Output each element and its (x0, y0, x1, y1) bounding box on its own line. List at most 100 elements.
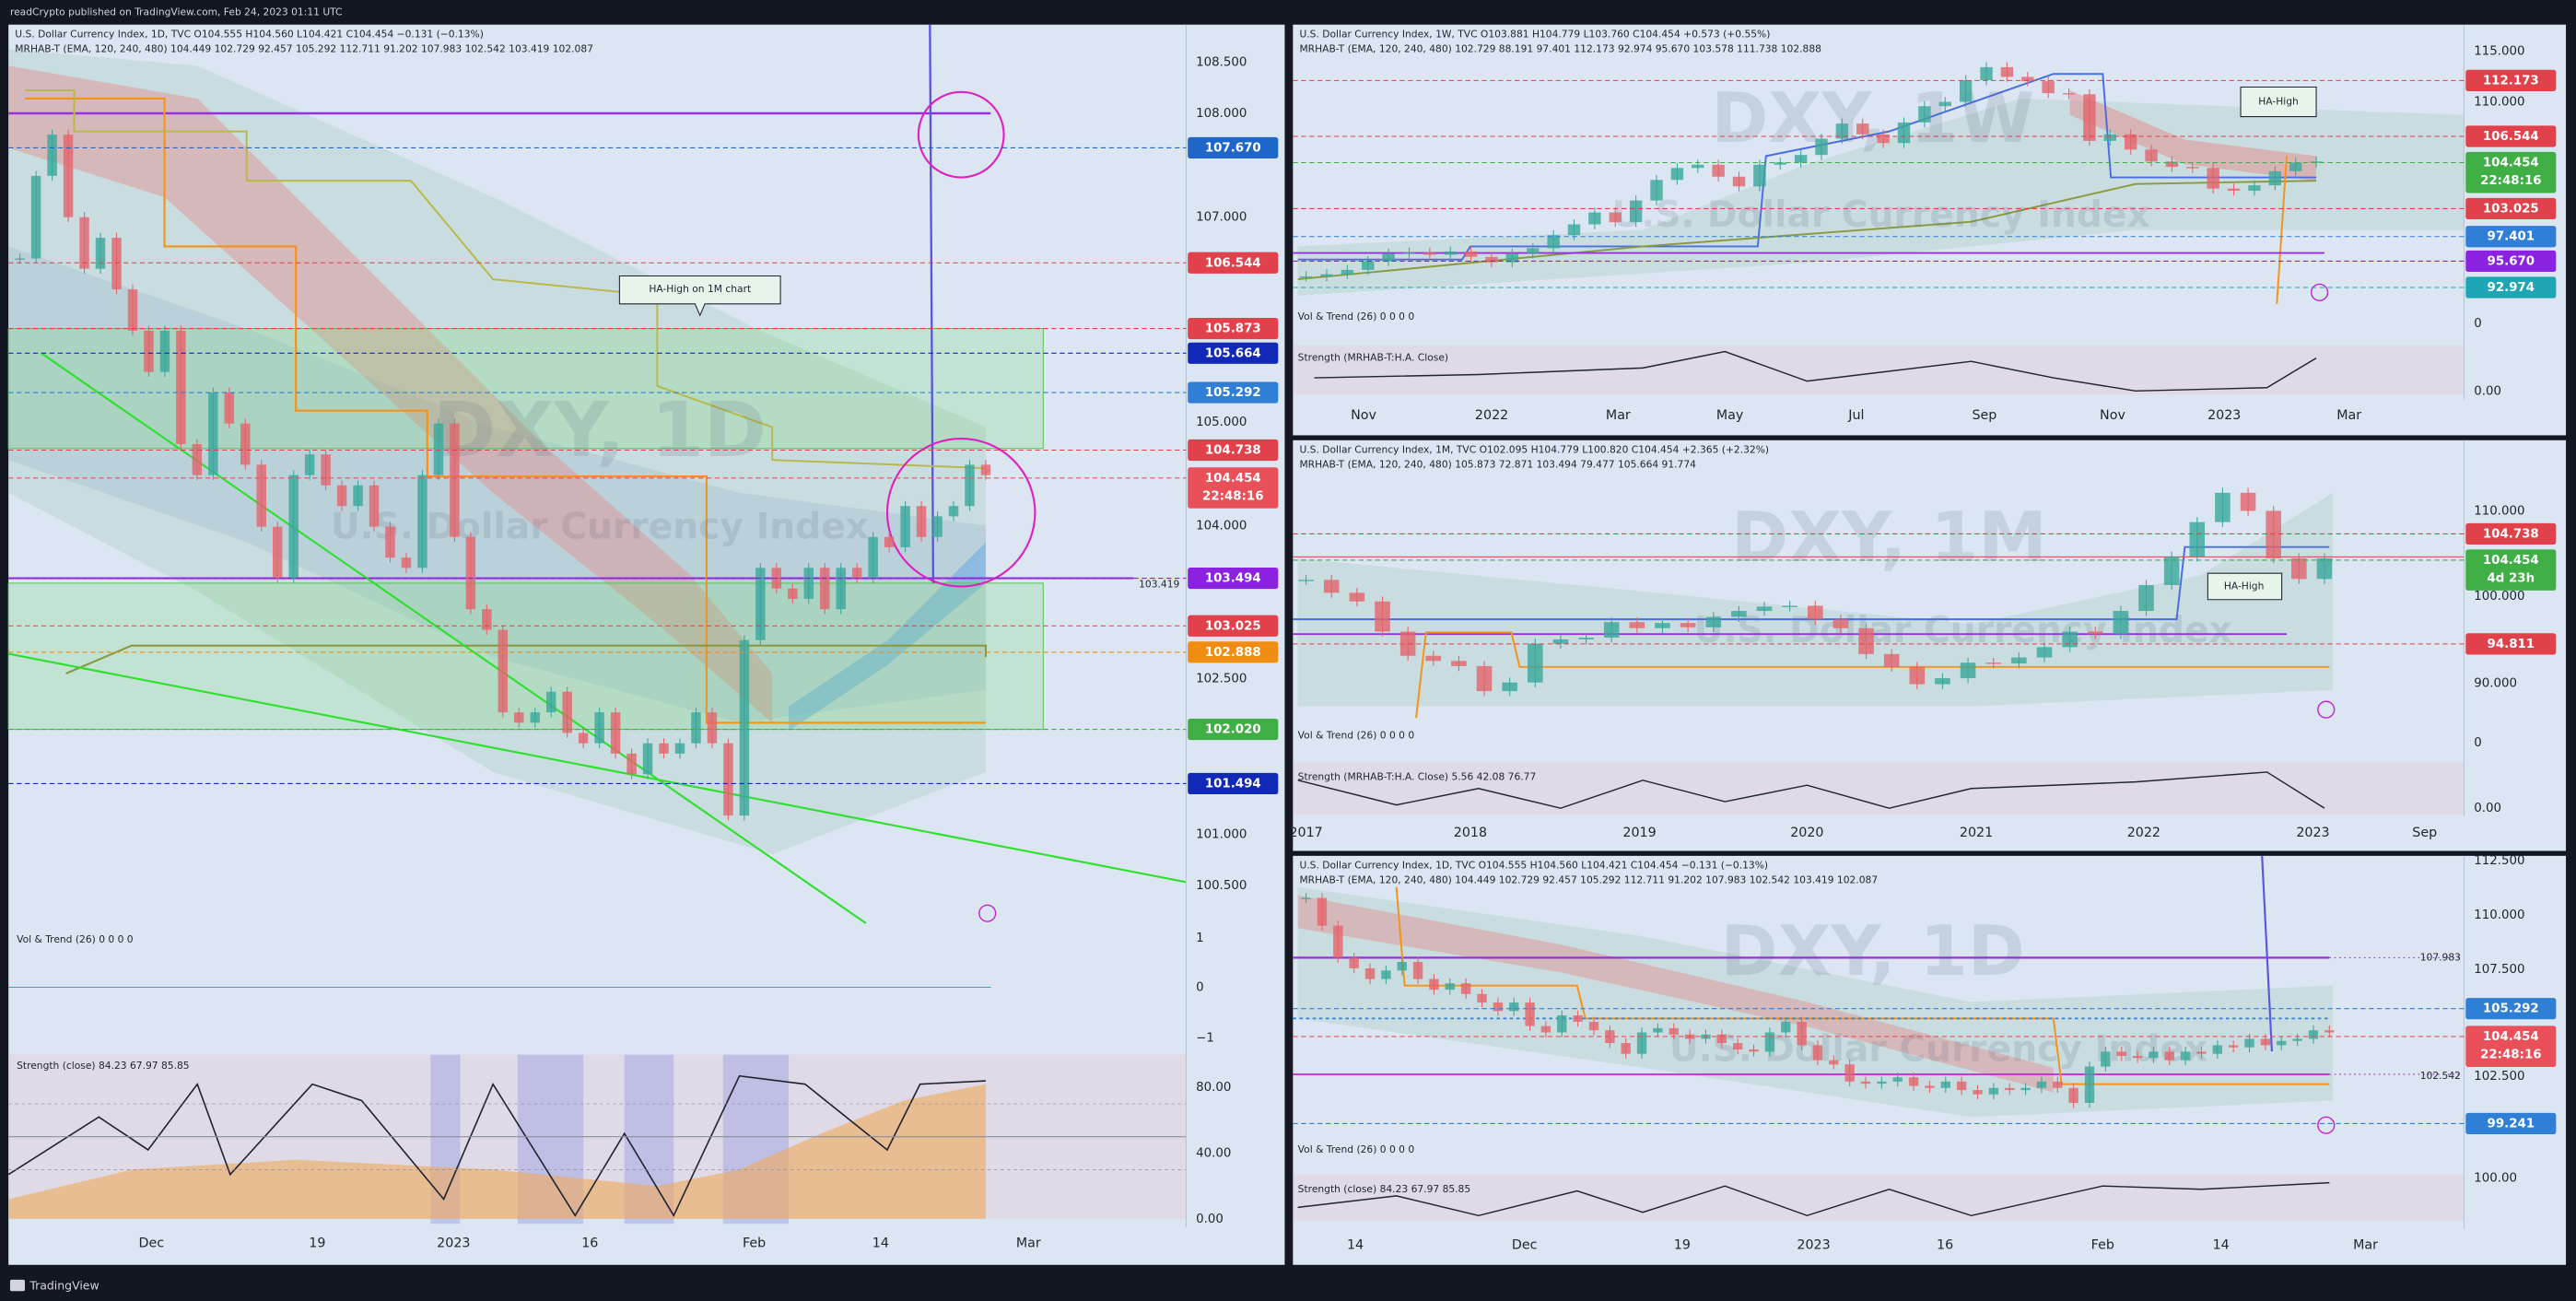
price-label-box (2465, 250, 2557, 273)
candle (1731, 611, 1747, 617)
x-tick-label: 14 (872, 1237, 889, 1251)
panel-bg (1293, 855, 2567, 1265)
candle (79, 217, 89, 269)
candle (1609, 212, 1622, 223)
watermark: U.S. Dollar Currency Index (1694, 610, 2232, 651)
price-label-box (2465, 197, 2557, 220)
candle (2062, 93, 2076, 95)
candle (1938, 101, 1951, 107)
candle (1858, 627, 1874, 654)
watermark: DXY, 1W (1711, 78, 2034, 158)
candle (1341, 269, 1354, 275)
price-label-box (2465, 226, 2557, 248)
candle (482, 609, 492, 630)
candle (224, 393, 235, 424)
candle (1527, 248, 1540, 254)
candle (1655, 623, 1670, 628)
candle (1621, 1043, 1631, 1054)
candle (240, 423, 251, 465)
x-tick-label: 2023 (2296, 826, 2329, 840)
y-tick-label: 110.000 (2474, 504, 2524, 518)
x-tick-label: 2022 (1475, 408, 1508, 423)
x-tick-label: 16 (581, 1237, 598, 1251)
candle (2266, 510, 2281, 558)
candle (836, 568, 846, 610)
candle (1557, 1014, 1567, 1033)
x-tick-label: 2019 (1622, 826, 1656, 840)
candle (530, 712, 540, 723)
y-tick-label: 100.00 (2474, 1171, 2517, 1185)
candle (1794, 155, 1808, 163)
candle (1547, 235, 1560, 249)
candle (176, 330, 186, 445)
candle (1381, 970, 1391, 979)
price-label: 106.544 (2483, 130, 2539, 144)
candle (948, 506, 959, 517)
price-label-box (1188, 381, 1279, 404)
candle (1985, 662, 2002, 664)
candle (288, 475, 299, 579)
pane-label: Vol & Trend (26) 0 0 0 0 (1298, 311, 1415, 322)
candle (2020, 1087, 2031, 1091)
price-label: 104.454 (2483, 1030, 2539, 1044)
x-tick-label: Jul (1847, 408, 1864, 423)
candle (691, 712, 701, 744)
price-label: 99.241 (2488, 1117, 2535, 1131)
candle (2113, 611, 2129, 635)
candle (2189, 522, 2206, 557)
candle (755, 568, 766, 640)
candle (578, 733, 589, 744)
y-tick-label: 107.500 (2474, 963, 2524, 977)
x-tick-label: 19 (1674, 1237, 1691, 1252)
candle (144, 330, 154, 372)
candle (514, 712, 524, 723)
candle (626, 753, 637, 775)
price-label-box (2465, 276, 2557, 299)
y-tick-label: 110.000 (2474, 908, 2524, 922)
x-tick-label: 19 (309, 1237, 325, 1251)
x-tick-label: May (1716, 408, 1744, 423)
candle (1877, 134, 1890, 144)
candle (1909, 666, 1926, 685)
y-tick-label: 115.000 (2474, 44, 2524, 58)
candle (1670, 168, 1684, 181)
x-tick-label: 2023 (437, 1237, 470, 1251)
price-label: 104.454 (2483, 554, 2539, 568)
candle (803, 568, 814, 599)
y-tick-label: 104.000 (1196, 520, 1247, 533)
candle (1815, 138, 1828, 156)
y-tick-label: 0.00 (2474, 384, 2501, 398)
candle (2036, 647, 2053, 658)
y-tick-label: 100.500 (1196, 879, 1247, 893)
candle (1505, 253, 1519, 263)
candle (1892, 1077, 1903, 1082)
candle (2248, 185, 2261, 192)
price-label-box (2465, 522, 2557, 545)
candle (562, 691, 572, 733)
candle (1756, 606, 1773, 612)
candle (2277, 1040, 2287, 1046)
candle (1525, 1002, 1535, 1026)
candle (1636, 1032, 1647, 1054)
candle (353, 485, 363, 507)
candle (2005, 1087, 2015, 1091)
candle (192, 444, 203, 475)
y-tick-label: 100.000 (2474, 590, 2524, 604)
mid-right-decor (1293, 492, 2465, 815)
price-label: 104.738 (2483, 527, 2539, 541)
candle (1333, 925, 1343, 958)
candle (1883, 653, 1900, 667)
y-tick-label: 105.000 (1196, 416, 1247, 429)
annotation: HA-High (2224, 580, 2265, 592)
price-label: 102.020 (1205, 723, 1261, 737)
candle (1925, 1085, 1935, 1088)
candle (1705, 616, 1722, 627)
y-tick-label: 101.000 (1196, 828, 1247, 842)
y-tick-label: −1 (1196, 1032, 1214, 1046)
candle (1680, 623, 1696, 627)
candle (2186, 167, 2199, 169)
annotation: 102.542 (2420, 1070, 2461, 1082)
candle (1764, 1032, 1775, 1052)
x-tick-label: Dec (1512, 1237, 1538, 1252)
